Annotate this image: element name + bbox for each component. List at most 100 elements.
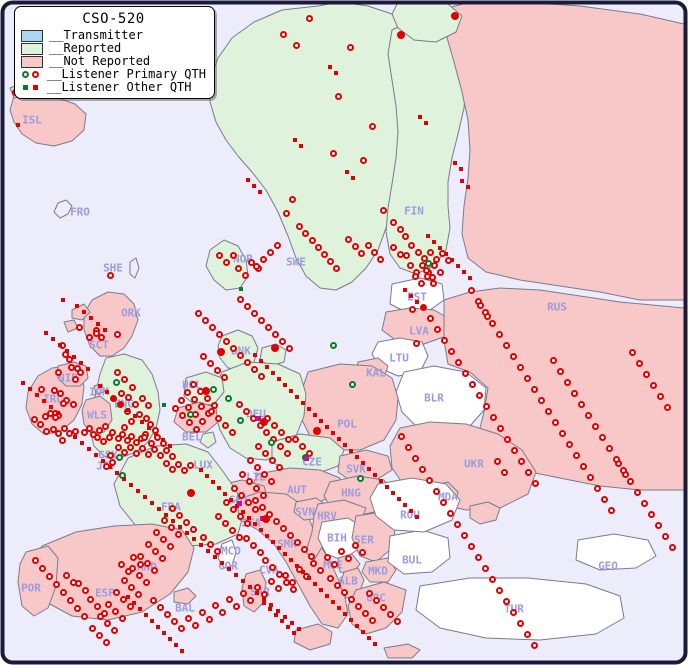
listener-primary-qth-marker — [323, 553, 331, 561]
listener-primary-qth-marker — [598, 433, 606, 441]
listener-other-qth-marker — [277, 377, 281, 381]
listener-primary-qth-marker — [203, 394, 211, 402]
legend-rows: __Transmitter __Reported __Not Reported __L… — [21, 29, 206, 94]
listener-other-qth-marker — [248, 585, 252, 589]
listener-other-qth-marker — [259, 359, 263, 363]
listener-other-qth-marker — [418, 115, 422, 119]
listener-primary-qth-marker — [282, 209, 290, 217]
listener-primary-qth-marker — [117, 560, 125, 568]
listener-primary-qth-marker — [259, 255, 267, 263]
listener-other-qth-marker — [460, 179, 464, 183]
listener-primary-qth-marker — [199, 533, 207, 541]
listener-primary-qth-marker — [243, 519, 251, 527]
listener-primary-qth-marker — [628, 348, 636, 356]
listener-primary-qth-marker — [113, 330, 121, 338]
listener-other-qth-marker — [150, 619, 154, 623]
listener-primary-qth-marker — [158, 554, 166, 562]
listener-primary-qth-marker — [279, 524, 287, 532]
listener-primary-qth-marker — [283, 449, 291, 457]
listener-primary-qth-marker — [221, 421, 229, 429]
listener-primary-qth-marker — [340, 588, 348, 596]
listener-other-qth-marker — [349, 449, 353, 453]
listener-other-qth-marker — [87, 447, 91, 451]
legend-red-square-icon — [33, 85, 38, 90]
listener-other-qth-marker — [307, 576, 311, 580]
listener-other-qth-marker — [426, 234, 430, 238]
listener-other-qth-marker — [58, 343, 62, 347]
listener-primary-qth-marker — [69, 578, 77, 586]
listener-primary-qth-marker — [633, 488, 641, 496]
listener-primary-qth-marker — [50, 386, 58, 394]
listener-primary-qth-marker — [418, 465, 426, 473]
listener-other-qth-marker — [274, 613, 278, 617]
listener-primary-qth-marker — [69, 400, 77, 408]
map-legend: CSO-520 __Transmitter __Reported __Not Rep… — [14, 6, 215, 99]
listener-primary-qth-marker — [213, 547, 221, 555]
listener-primary-qth-marker — [52, 580, 60, 588]
listener-primary-qth-marker — [503, 435, 511, 443]
listener-primary-qth-marker — [308, 236, 316, 244]
listener-primary-qth-marker — [214, 512, 222, 520]
listener-other-qth-marker — [79, 361, 83, 365]
listener-primary-qth-marker — [218, 608, 226, 616]
listener-other-qth-marker — [262, 597, 266, 601]
listener-other-qth-marker — [98, 384, 102, 388]
listener-other-qth-marker — [466, 185, 470, 189]
listener-primary-qth-marker — [389, 243, 397, 251]
listener-primary-qth-marker — [407, 241, 415, 249]
listener-primary-qth-marker — [509, 608, 517, 616]
listener-primary-qth-marker — [166, 542, 174, 550]
country-shape-nir — [57, 361, 89, 387]
listener-other-qth-marker — [75, 304, 79, 308]
listener-primary-qth-marker — [104, 600, 112, 608]
listener-primary-qth-marker — [190, 395, 198, 403]
listener-primary-qth-marker — [307, 552, 315, 560]
listener-primary-qth-marker — [156, 451, 164, 459]
listener-primary-qth-marker — [291, 435, 299, 443]
listener-primary-qth-marker — [127, 417, 135, 425]
listener-primary-qth-marker — [326, 574, 334, 582]
listener-primary-qth-marker — [270, 421, 278, 429]
legend-listener-primary-qth: __Listener Primary QTH — [21, 68, 206, 81]
transmitter-marker — [303, 455, 309, 461]
listener-primary-qth-marker — [120, 423, 128, 431]
listener-primary-qth-marker — [229, 505, 237, 513]
listener-other-qth-marker — [44, 331, 48, 335]
listener-other-qth-marker — [205, 474, 209, 478]
listener-primary-qth-marker — [396, 225, 404, 233]
listener-primary-qth-marker — [114, 443, 122, 451]
listener-primary-qth-marker — [236, 512, 244, 520]
listener-primary-qth-marker — [298, 442, 306, 450]
listener-primary-qth-marker — [276, 442, 284, 450]
listener-primary-qth-marker — [668, 543, 676, 551]
listener-primary-qth-marker — [453, 520, 461, 528]
listener-primary-qth-marker — [488, 319, 496, 327]
listener-cluster-marker — [271, 344, 279, 352]
listener-primary-qth-marker — [136, 552, 144, 560]
listener-primary-qth-marker — [577, 400, 585, 408]
listener-primary-qth-marker — [246, 596, 254, 604]
listener-other-qth-marker — [105, 390, 109, 394]
listener-primary-qth-marker — [551, 418, 559, 426]
listener-other-qth-marker — [16, 123, 20, 127]
listener-primary-qth-marker — [537, 396, 545, 404]
listener-primary-qth-marker — [150, 566, 158, 574]
listener-primary-qth-marker — [250, 309, 258, 317]
listener-primary-qth-marker — [199, 352, 207, 360]
listener-primary-qth-marker — [62, 571, 70, 579]
listener-primary-qth-marker-green — [329, 341, 337, 349]
listener-primary-qth-marker — [642, 370, 650, 378]
listener-other-qth-marker — [373, 473, 377, 477]
listener-cluster-marker — [313, 427, 321, 435]
listener-primary-qth-marker-green — [236, 416, 244, 424]
listener-primary-qth-marker — [95, 426, 103, 434]
listener-primary-qth-marker-green — [209, 385, 217, 393]
listener-primary-qth-marker — [245, 477, 253, 485]
listener-primary-qth-marker — [295, 222, 303, 230]
listener-primary-qth-marker — [184, 614, 192, 622]
listener-primary-qth-marker — [138, 394, 146, 402]
listener-other-qth-marker — [409, 509, 413, 513]
listener-other-qth-marker — [206, 549, 210, 553]
listener-primary-qth-marker-green — [348, 380, 356, 388]
